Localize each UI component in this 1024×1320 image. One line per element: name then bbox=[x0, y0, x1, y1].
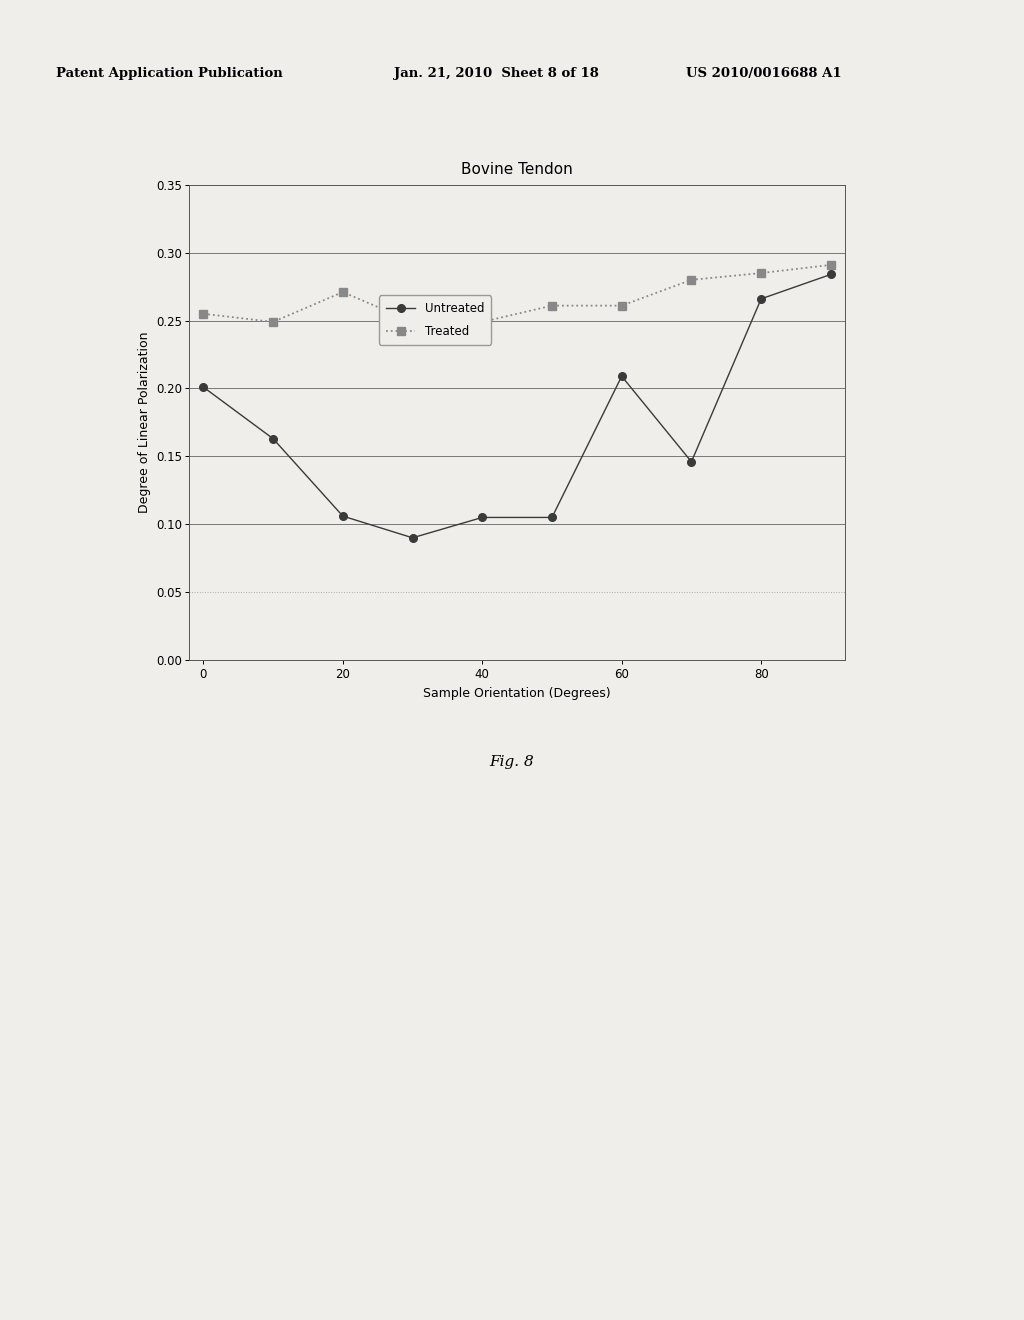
Text: Fig. 8: Fig. 8 bbox=[489, 755, 535, 768]
Legend: Untreated, Treated: Untreated, Treated bbox=[379, 296, 492, 345]
X-axis label: Sample Orientation (Degrees): Sample Orientation (Degrees) bbox=[423, 686, 611, 700]
Text: Patent Application Publication: Patent Application Publication bbox=[56, 66, 283, 79]
Text: US 2010/0016688 A1: US 2010/0016688 A1 bbox=[686, 66, 842, 79]
Title: Bovine Tendon: Bovine Tendon bbox=[461, 161, 573, 177]
Text: Jan. 21, 2010  Sheet 8 of 18: Jan. 21, 2010 Sheet 8 of 18 bbox=[394, 66, 599, 79]
Y-axis label: Degree of Linear Polarization: Degree of Linear Polarization bbox=[138, 331, 151, 513]
